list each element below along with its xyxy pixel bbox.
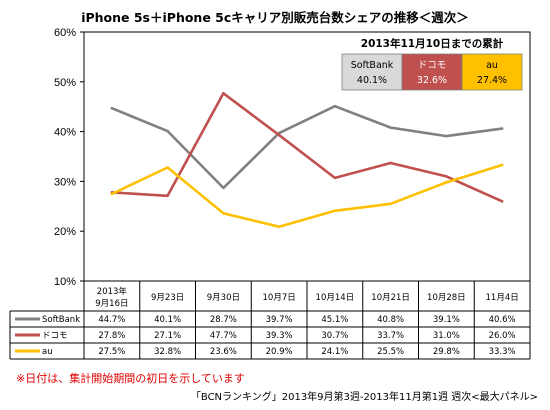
data-point [166, 129, 169, 133]
data-label: 40.6% [489, 315, 516, 325]
data-label: 30.7% [321, 331, 348, 341]
x-tick-label: 10月7日 [263, 293, 296, 303]
footnote: ※日付は、集計開始期間の初日を示しています [16, 372, 245, 385]
series-line-2 [110, 163, 504, 228]
y-tick-label: 10% [54, 276, 76, 288]
source-credit: 「BCNランキング」2013年9月第3週-2013年11月第1週 週次<最大パネ… [190, 392, 538, 403]
data-point [500, 127, 504, 130]
y-tick-label: 50% [54, 77, 76, 89]
cumulative-cell [461, 53, 523, 91]
data-point [166, 194, 169, 198]
data-label: 27.8% [98, 331, 125, 341]
cumulative-cell-name: SoftBank [351, 60, 394, 71]
x-tick-label: 11月4日 [486, 293, 519, 303]
data-label: 40.8% [377, 315, 404, 325]
data-point [110, 106, 114, 110]
data-label: 45.1% [321, 315, 348, 325]
data-point [500, 200, 504, 203]
data-point [166, 166, 169, 169]
cumulative-cell-name: au [486, 60, 498, 71]
y-tick-label: 40% [54, 127, 76, 139]
y-tick-label: 20% [54, 226, 76, 238]
data-label: 28.7% [210, 315, 237, 325]
data-label: 39.1% [433, 315, 460, 325]
data-label: 33.3% [489, 347, 516, 357]
legend-label: au [42, 347, 53, 357]
data-label: 32.8% [154, 347, 181, 357]
x-tick-label: 9月23日 [151, 293, 184, 303]
data-point [222, 92, 225, 95]
data-point [110, 192, 114, 196]
cumulative-cell-value: 32.6% [417, 75, 447, 86]
y-tick-label: 60% [54, 27, 76, 39]
data-point [389, 126, 392, 129]
data-point [333, 105, 337, 108]
data-label: 39.7% [266, 315, 293, 325]
cumulative-cell [341, 53, 403, 91]
x-tick-label: 9月16日 [95, 299, 128, 309]
data-label: 40.1% [154, 315, 181, 325]
cumulative-cell-value: 27.4% [477, 75, 507, 86]
data-label: 27.5% [98, 347, 125, 357]
data-label: 27.1% [154, 331, 181, 341]
data-label: 23.6% [210, 347, 237, 357]
data-point [277, 225, 281, 228]
data-point [333, 209, 337, 212]
cumulative-box-title: 2013年11月10日までの累計 [361, 37, 504, 50]
y-tick-label: 30% [54, 176, 76, 188]
x-tick-label: 2013年 [97, 286, 128, 297]
data-point [222, 212, 225, 215]
x-tick-label: 10月14日 [316, 293, 355, 303]
x-tick-label: 10月21日 [371, 293, 410, 303]
data-label: 20.9% [266, 347, 293, 357]
data-label: 25.5% [377, 347, 404, 357]
cumulative-cell-name: ドコモ [418, 60, 447, 71]
data-label: 24.1% [321, 347, 348, 357]
data-label: 29.8% [433, 347, 460, 357]
data-point [277, 133, 281, 137]
data-point [222, 186, 225, 190]
data-label: 47.7% [210, 331, 237, 341]
series-line-0 [110, 104, 504, 190]
data-label: 31.0% [433, 331, 460, 341]
cumulative-cell [401, 53, 463, 91]
chart-title: iPhone 5s＋iPhone 5cキャリア別販売台数シェアの推移＜週次＞ [81, 10, 469, 25]
legend-label: SoftBank [42, 315, 80, 325]
data-point [389, 161, 392, 165]
data-label: 26.0% [489, 331, 516, 341]
data-label: 44.7% [98, 315, 125, 325]
data-point [500, 163, 504, 167]
data-point [333, 176, 337, 180]
data-point [445, 134, 448, 138]
legend-label: ドコモ [42, 331, 68, 341]
cumulative-cell-value: 40.1% [357, 75, 387, 86]
data-label: 39.3% [266, 331, 293, 341]
x-tick-label: 10月28日 [427, 293, 466, 303]
series-line-1 [110, 92, 504, 203]
data-point [389, 202, 392, 206]
data-point [445, 181, 448, 184]
x-tick-label: 9月30日 [207, 293, 240, 303]
data-point [445, 175, 448, 178]
data-label: 33.7% [377, 331, 404, 341]
